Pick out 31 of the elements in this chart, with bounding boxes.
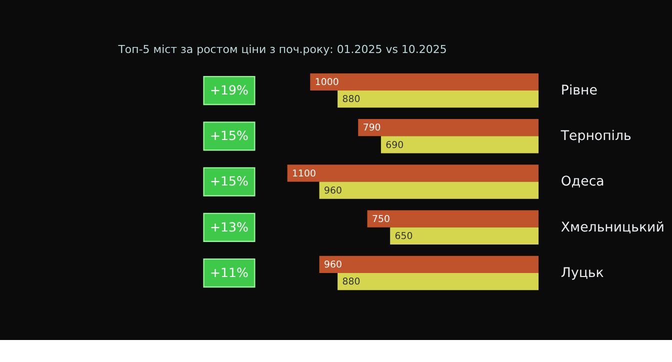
y-tick-label: Рівне — [560, 83, 598, 98]
data-label: 1000 — [314, 77, 339, 88]
bar — [287, 164, 539, 182]
bar — [338, 273, 539, 290]
data-label: 960 — [324, 185, 342, 196]
bar — [358, 119, 539, 136]
chart-title: Топ-5 міст за ростом ціни з поч.року: 01.2025 vs 10.2025 — [117, 43, 447, 56]
y-tick-label: Луцьк — [560, 266, 604, 281]
data-label: 750 — [372, 214, 390, 225]
text: +19% — [210, 82, 249, 98]
bar — [310, 73, 539, 91]
bar — [319, 256, 539, 274]
data-label: 960 — [324, 260, 342, 271]
data-label: 880 — [342, 276, 360, 288]
bar — [319, 182, 539, 199]
text: +11% — [210, 264, 249, 280]
y-tick-label: Хмельницький — [560, 220, 664, 236]
data-label: 650 — [394, 231, 413, 242]
bar — [380, 136, 539, 154]
data-label: 790 — [362, 122, 381, 134]
text: +15% — [210, 174, 249, 189]
text: +15% — [210, 128, 249, 144]
bar — [338, 90, 539, 108]
bar — [367, 210, 539, 228]
data-label: 880 — [342, 94, 360, 106]
data-label: 690 — [386, 140, 404, 151]
data-label: 1100 — [292, 168, 316, 180]
y-tick-label: Тернопіль — [560, 129, 632, 144]
text: +13% — [210, 219, 249, 234]
bar — [390, 227, 539, 245]
y-tick-label: Одеса — [560, 174, 604, 190]
